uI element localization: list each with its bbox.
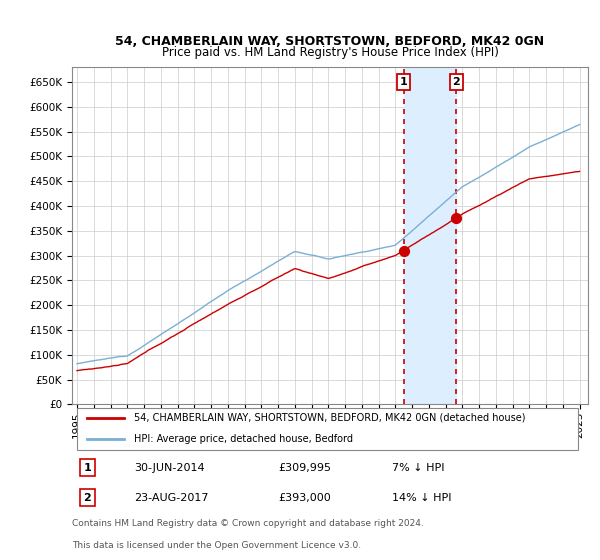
Text: 2: 2 <box>83 493 91 503</box>
Text: 7% ↓ HPI: 7% ↓ HPI <box>392 463 445 473</box>
FancyBboxPatch shape <box>77 408 578 450</box>
Text: This data is licensed under the Open Government Licence v3.0.: This data is licensed under the Open Gov… <box>72 541 361 550</box>
Text: 1: 1 <box>400 77 407 87</box>
Text: 2: 2 <box>452 77 460 87</box>
Text: Contains HM Land Registry data © Crown copyright and database right 2024.: Contains HM Land Registry data © Crown c… <box>72 519 424 528</box>
Text: £393,000: £393,000 <box>278 493 331 503</box>
Text: Price paid vs. HM Land Registry's House Price Index (HPI): Price paid vs. HM Land Registry's House … <box>161 46 499 59</box>
Text: 14% ↓ HPI: 14% ↓ HPI <box>392 493 451 503</box>
Point <box>399 246 409 255</box>
Text: HPI: Average price, detached house, Bedford: HPI: Average price, detached house, Bedf… <box>134 434 353 444</box>
Text: 1: 1 <box>83 463 91 473</box>
Text: £309,995: £309,995 <box>278 463 331 473</box>
Text: 54, CHAMBERLAIN WAY, SHORTSTOWN, BEDFORD, MK42 0GN: 54, CHAMBERLAIN WAY, SHORTSTOWN, BEDFORD… <box>115 35 545 48</box>
Text: 23-AUG-2017: 23-AUG-2017 <box>134 493 208 503</box>
Point <box>452 213 461 222</box>
Text: 30-JUN-2014: 30-JUN-2014 <box>134 463 205 473</box>
Text: 54, CHAMBERLAIN WAY, SHORTSTOWN, BEDFORD, MK42 0GN (detached house): 54, CHAMBERLAIN WAY, SHORTSTOWN, BEDFORD… <box>134 413 526 423</box>
Bar <box>404 67 457 404</box>
